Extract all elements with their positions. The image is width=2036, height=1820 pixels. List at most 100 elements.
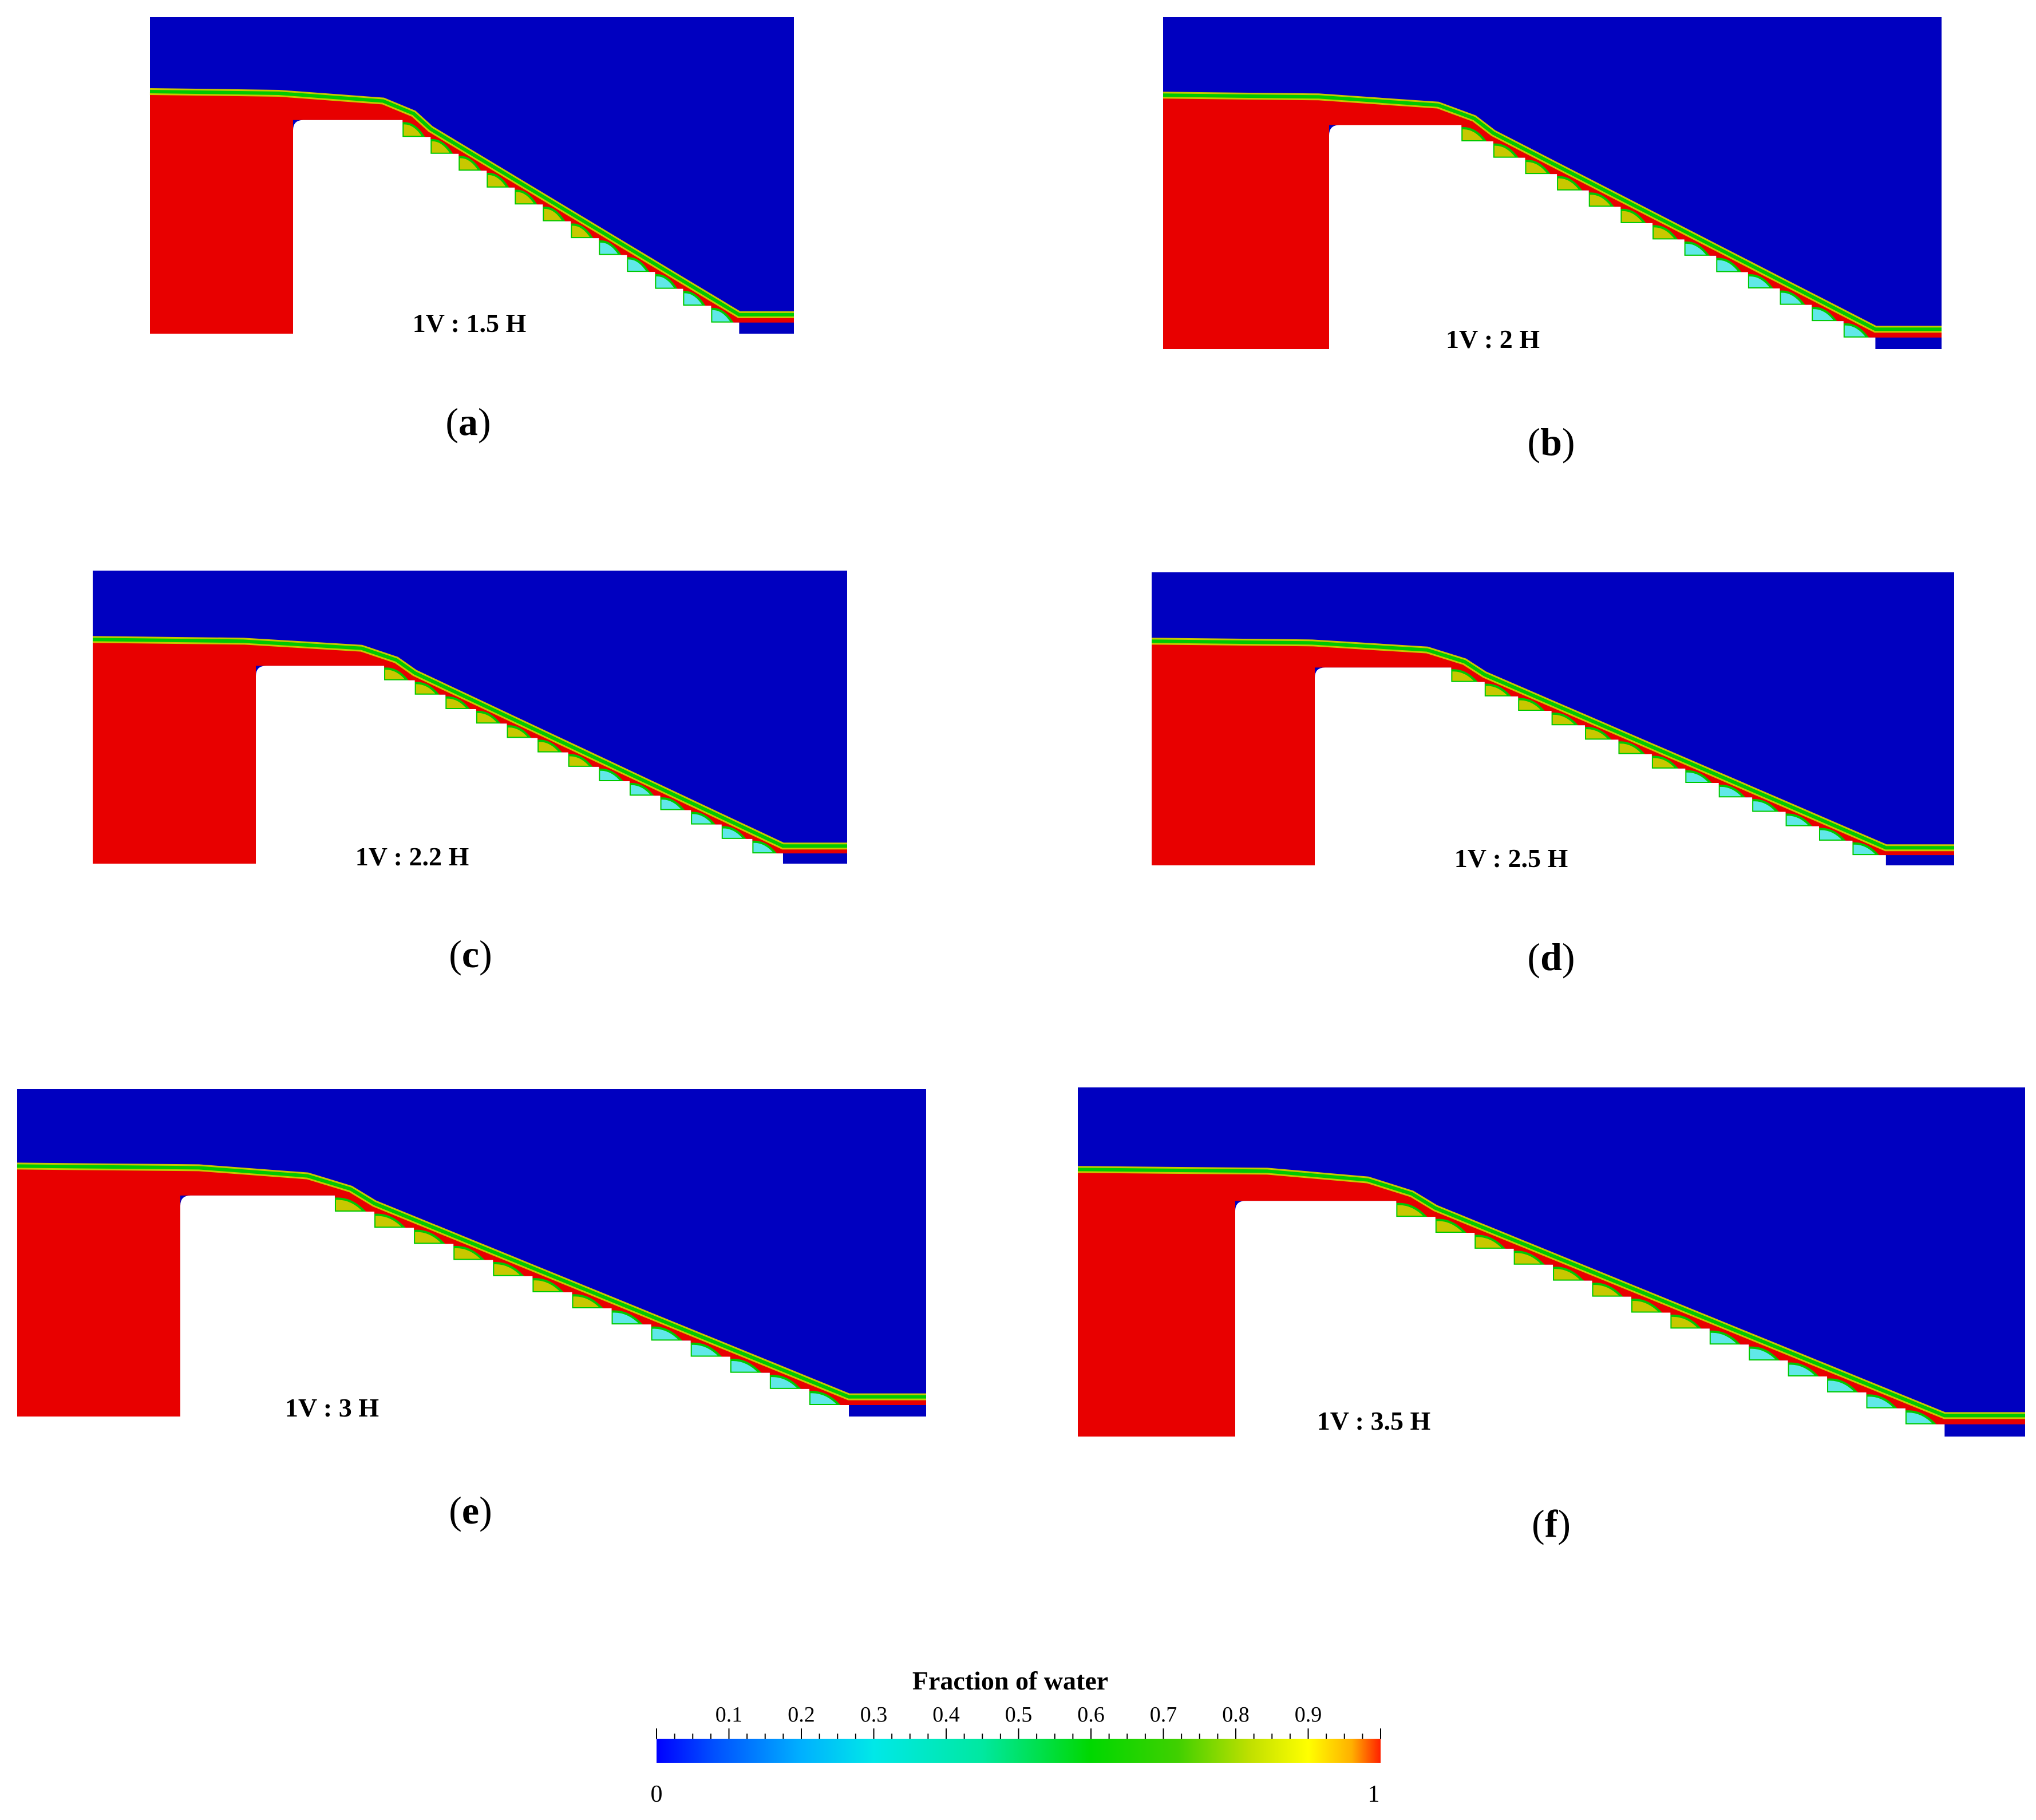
step-cavity: [1650, 755, 1680, 770]
colorbar-title: Fraction of water: [912, 1666, 1108, 1695]
panel-letter-label: (d): [1527, 935, 1575, 979]
step-cavity: [1717, 784, 1746, 799]
panel-a: 1V : 1.5 H (a): [149, 17, 794, 444]
step-cavity: [444, 696, 471, 711]
step-cavity: [1826, 1378, 1859, 1394]
step-cavity: [1786, 1362, 1820, 1378]
step-cavity: [567, 754, 594, 768]
step-cavity: [751, 840, 778, 855]
step-cavity: [401, 122, 426, 139]
step-cavity: [505, 725, 532, 739]
colorbar-max-label: 1: [1368, 1781, 1380, 1807]
step-cavity: [1851, 842, 1880, 857]
step-cavity: [610, 1310, 644, 1326]
panel-e: 1V : 3 H (e): [17, 1089, 926, 1532]
step-cavity: [650, 1326, 684, 1342]
step-cavity: [1651, 225, 1679, 241]
step-cavity: [1865, 1394, 1899, 1410]
step-cavity: [729, 1358, 763, 1374]
interface-line: [1151, 639, 1954, 850]
step-cavity: [475, 710, 502, 725]
interface-line: [149, 89, 794, 316]
step-cavity: [1591, 1283, 1624, 1298]
colorbar-gradient: [657, 1739, 1381, 1763]
step-cavity: [808, 1391, 842, 1406]
slope-ratio-label: 1V : 2.5 H: [1454, 844, 1568, 873]
step-cavity: [1842, 323, 1870, 339]
step-cavity: [1751, 799, 1780, 813]
step-cavity: [598, 768, 624, 783]
step-cavity: [768, 1375, 802, 1390]
step-cavity: [1683, 241, 1711, 257]
step-cavity: [541, 206, 566, 223]
step-cavity: [1617, 741, 1646, 755]
step-cavity: [1715, 258, 1742, 274]
step-cavity: [1784, 813, 1813, 828]
step-cavity: [1748, 1346, 1781, 1362]
weir-body: [1329, 125, 1876, 372]
step-cavity: [413, 1229, 446, 1245]
step-cavity: [1619, 208, 1647, 224]
step-cavity: [570, 223, 594, 240]
step-cavity: [1817, 828, 1847, 842]
colorbar-tick-label: 0.1: [715, 1703, 743, 1727]
step-cavity: [1395, 1202, 1429, 1218]
step-cavity: [1708, 1330, 1742, 1346]
panel-letter-label: (c): [449, 932, 492, 976]
step-cavity: [1524, 160, 1552, 176]
step-cavity: [1584, 727, 1613, 741]
step-cavity: [1450, 669, 1479, 683]
slope-ratio-label: 1V : 2.2 H: [355, 842, 469, 871]
step-cavity: [531, 1278, 565, 1293]
slope-ratio-label: 1V : 2 H: [1446, 325, 1540, 354]
interface-line: [1077, 1168, 2025, 1418]
step-cavity: [1473, 1235, 1507, 1250]
step-cavity: [1684, 770, 1713, 785]
weir-body: [293, 120, 740, 357]
interface-line: [1163, 93, 1942, 331]
step-cavity: [1512, 1251, 1546, 1266]
panel-letter-label: (a): [445, 400, 491, 444]
step-cavity: [429, 139, 454, 155]
step-cavity: [571, 1294, 604, 1310]
step-cavity: [689, 1342, 724, 1358]
step-cavity: [333, 1197, 367, 1213]
colorbar-min-label: 0: [651, 1781, 663, 1807]
colorbar-tick-label: 0.6: [1077, 1703, 1105, 1727]
slope-ratio-label: 1V : 3 H: [285, 1393, 379, 1422]
step-cavity: [690, 812, 717, 826]
step-cavity: [1669, 1314, 1703, 1330]
step-cavity: [492, 1262, 525, 1277]
colorbar-tick-label: 0.7: [1150, 1703, 1177, 1727]
colorbar-tick-label: 0.2: [788, 1703, 815, 1727]
step-cavity: [626, 257, 650, 274]
step-cavity: [513, 189, 538, 206]
step-cavity: [1556, 176, 1583, 192]
step-cavity: [1517, 698, 1546, 713]
step-cavity: [1434, 1218, 1468, 1235]
step-cavity: [536, 739, 563, 754]
step-cavity: [598, 240, 622, 256]
step-cavity: [1810, 307, 1838, 323]
interface-line: [92, 638, 847, 848]
colorbar-tick-labels: 0.1 0.2 0.3 0.4 0.5 0.6 0.7 0.8 0.9: [715, 1703, 1322, 1727]
step-cavity: [659, 797, 686, 812]
weir-body: [1315, 667, 1886, 888]
colorbar-tick-label: 0.3: [860, 1703, 888, 1727]
step-cavity: [628, 782, 655, 797]
panel-b: 1V : 2 H (b): [1163, 17, 1942, 464]
step-cavity: [682, 291, 706, 307]
step-cavity: [485, 172, 510, 189]
step-cavity: [1460, 127, 1488, 143]
panel-d: 1V : 2.5 H (d): [1151, 572, 1954, 979]
step-cavity: [457, 156, 482, 172]
step-cavity: [1904, 1410, 1938, 1426]
colorbar-minor-ticks: [656, 1728, 1381, 1739]
colorbar-tick-label: 0.8: [1222, 1703, 1250, 1727]
step-cavity: [1492, 143, 1520, 159]
step-cavity: [1746, 274, 1774, 290]
step-cavity: [1630, 1299, 1663, 1314]
weir-body: [180, 1195, 849, 1439]
slope-ratio-label: 1V : 1.5 H: [413, 308, 527, 338]
